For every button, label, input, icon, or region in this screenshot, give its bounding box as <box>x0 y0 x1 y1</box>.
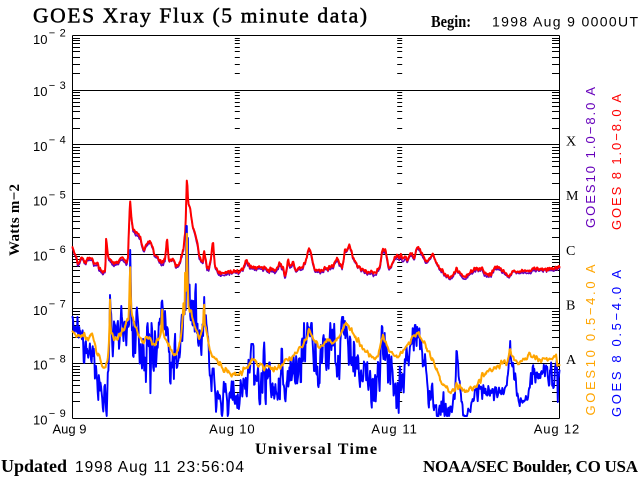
svg-text:NOAA/SEC Boulder, CO USA: NOAA/SEC Boulder, CO USA <box>423 457 639 476</box>
svg-text:1998 Aug 11 23:56:04: 1998 Aug 11 23:56:04 <box>75 459 244 476</box>
svg-text:GOES Xray Flux (5 minute data): GOES Xray Flux (5 minute data) <box>33 4 367 28</box>
svg-text:Aug 12: Aug 12 <box>534 422 580 437</box>
svg-text:10: 10 <box>33 139 47 154</box>
svg-text:Watts m−2: Watts m−2 <box>7 184 23 256</box>
svg-text:Universal Time: Universal Time <box>255 441 377 458</box>
svg-text:Aug 9: Aug 9 <box>53 422 87 437</box>
svg-text:Aug 10: Aug 10 <box>209 422 254 437</box>
svg-text:GOES 8 1.0−8.0 A: GOES 8 1.0−8.0 A <box>609 94 624 230</box>
svg-text:GOES10 1.0−8.0 A: GOES10 1.0−8.0 A <box>583 87 598 228</box>
svg-text:GOES 8 0.5−4.0 A: GOES 8 0.5−4.0 A <box>609 270 624 417</box>
svg-text:10: 10 <box>33 412 47 427</box>
svg-text:1998 Aug 9 0000UT: 1998 Aug 9 0000UT <box>492 14 638 30</box>
svg-text:Begin:: Begin: <box>431 12 471 31</box>
svg-text:A: A <box>566 353 577 368</box>
svg-text:10: 10 <box>33 84 47 99</box>
svg-text:M: M <box>566 189 579 204</box>
svg-text:10: 10 <box>33 358 47 373</box>
svg-text:X: X <box>566 134 576 149</box>
svg-text:Updated: Updated <box>1 456 67 476</box>
svg-text:C: C <box>566 244 575 259</box>
svg-text:B: B <box>566 299 575 314</box>
svg-text:Aug 11: Aug 11 <box>371 422 417 437</box>
svg-text:GOES10 0.5−4.0 A: GOES10 0.5−4.0 A <box>583 264 598 415</box>
svg-text:10: 10 <box>33 303 47 318</box>
svg-text:10: 10 <box>33 248 47 263</box>
svg-text:10: 10 <box>33 194 47 209</box>
svg-text:10: 10 <box>33 32 47 47</box>
